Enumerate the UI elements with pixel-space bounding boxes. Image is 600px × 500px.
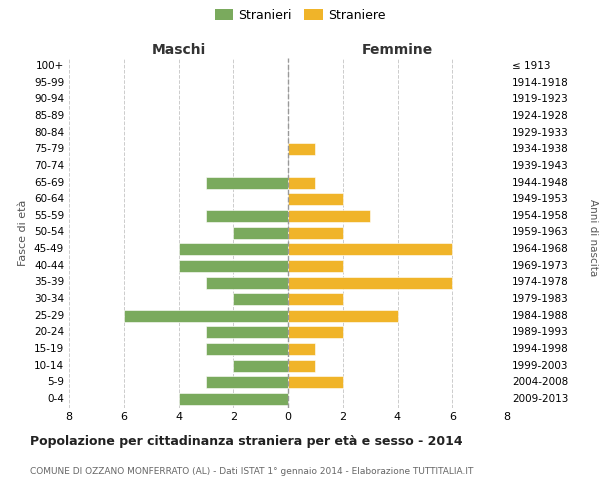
Bar — [288, 193, 343, 205]
Bar — [288, 176, 316, 188]
Bar — [288, 243, 452, 255]
Bar — [288, 210, 370, 222]
Bar — [233, 360, 288, 372]
Bar — [206, 210, 288, 222]
Bar — [288, 226, 343, 238]
Text: COMUNE DI OZZANO MONFERRATO (AL) - Dati ISTAT 1° gennaio 2014 - Elaborazione TUT: COMUNE DI OZZANO MONFERRATO (AL) - Dati … — [30, 468, 473, 476]
Bar — [179, 260, 288, 272]
Text: Popolazione per cittadinanza straniera per età e sesso - 2014: Popolazione per cittadinanza straniera p… — [30, 435, 463, 448]
Bar — [288, 143, 316, 155]
Bar — [206, 326, 288, 338]
Y-axis label: Fasce di età: Fasce di età — [19, 200, 28, 266]
Text: Femmine: Femmine — [362, 44, 433, 58]
Bar — [206, 176, 288, 188]
Bar — [288, 310, 398, 322]
Bar — [206, 343, 288, 355]
Bar — [179, 243, 288, 255]
Legend: Stranieri, Straniere: Stranieri, Straniere — [212, 6, 388, 24]
Bar — [206, 376, 288, 388]
Bar — [206, 276, 288, 288]
Text: Maschi: Maschi — [151, 44, 206, 58]
Bar — [124, 310, 288, 322]
Text: Anni di nascita: Anni di nascita — [588, 199, 598, 276]
Bar — [179, 393, 288, 405]
Bar — [288, 260, 343, 272]
Bar — [288, 376, 343, 388]
Bar — [288, 343, 316, 355]
Bar — [233, 293, 288, 305]
Bar — [288, 360, 316, 372]
Bar — [288, 293, 343, 305]
Bar — [233, 226, 288, 238]
Bar — [288, 326, 343, 338]
Bar — [288, 276, 452, 288]
